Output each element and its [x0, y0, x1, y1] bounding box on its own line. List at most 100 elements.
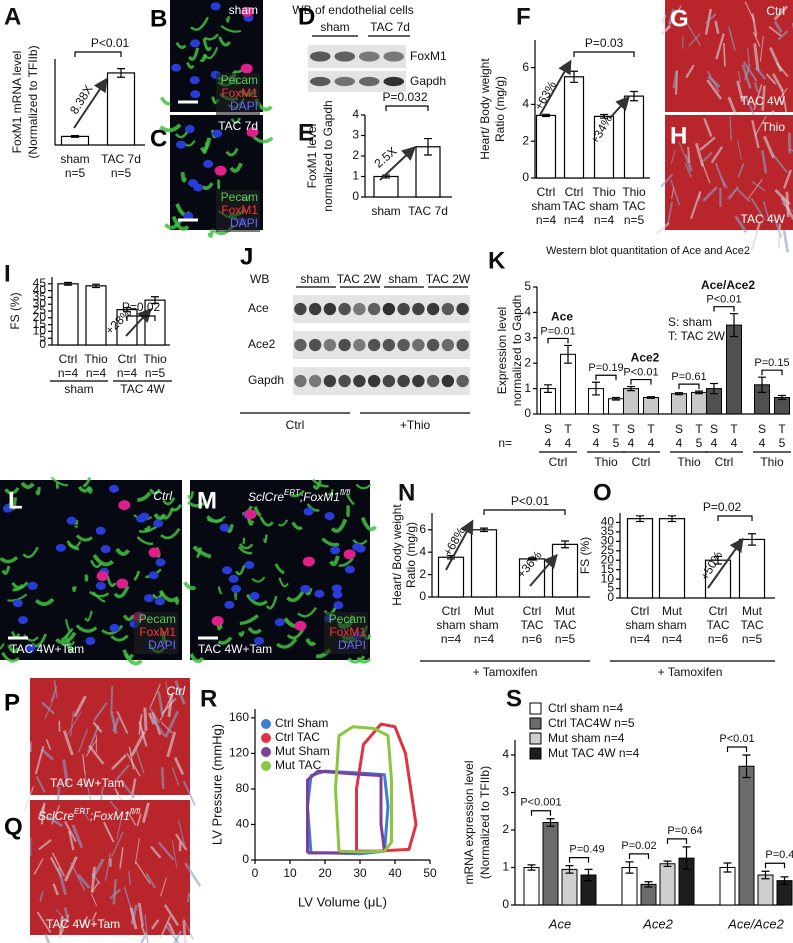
- fiber: [52, 883, 59, 896]
- fiber: [37, 805, 45, 819]
- vessel: [23, 634, 39, 642]
- fiber: [36, 911, 52, 933]
- fiber: [70, 711, 74, 737]
- fiber: [149, 708, 161, 724]
- x-tick-label: 40: [388, 866, 402, 880]
- annotation: P=0.02: [122, 300, 161, 314]
- nucleus: [66, 516, 77, 525]
- lane-label: TAC 7d: [370, 20, 410, 34]
- x-tick-label: n=5: [111, 166, 132, 180]
- x-tick-label: T: [564, 422, 572, 436]
- vessel: [187, 491, 195, 500]
- annotation: P<0.01: [719, 733, 754, 745]
- fiber: [686, 23, 702, 47]
- x-tick-label: TAC: [520, 618, 543, 632]
- band: [397, 338, 410, 352]
- nucleus: [153, 519, 164, 528]
- fiber: [41, 701, 55, 715]
- vessel: [188, 47, 200, 61]
- error-bar: [636, 515, 644, 523]
- channel-label: DAPI: [338, 638, 366, 652]
- fiber: [734, 215, 748, 234]
- foxm1-nucleus: [148, 547, 161, 558]
- error-bar: [748, 533, 756, 546]
- band: [358, 51, 380, 62]
- panel-letter: I: [4, 260, 11, 287]
- fiber: [88, 744, 105, 765]
- genotype-part: ERT: [74, 807, 91, 816]
- band: [441, 374, 455, 388]
- bar: [551, 543, 579, 598]
- foxm1-nucleus: [246, 127, 259, 138]
- fiber: [687, 146, 691, 164]
- nucleus: [314, 589, 325, 598]
- y-tick-label: 120: [229, 746, 249, 760]
- vessel: [207, 229, 215, 238]
- legend-note: S: sham: [668, 315, 712, 329]
- y-axis-label: Heart/ Body weight: [390, 504, 404, 606]
- nucleus: [249, 592, 260, 601]
- x-tick-label: Thio: [143, 352, 167, 366]
- vessel: [12, 581, 29, 592]
- vessel: [22, 546, 39, 559]
- fiber: [80, 805, 90, 821]
- y-tick-label: 3: [524, 330, 531, 344]
- foxm1-nucleus: [211, 616, 224, 627]
- fiber: [772, 73, 784, 92]
- bracket: [717, 515, 753, 521]
- fiber: [182, 780, 196, 806]
- fiber: [164, 710, 179, 738]
- fiber: [163, 904, 180, 927]
- fiber: [93, 702, 108, 722]
- y-axis-label: Heart/ Body weight: [478, 58, 492, 160]
- vessel: [230, 117, 241, 124]
- fiber: [750, 197, 766, 221]
- panel-letter: E: [298, 119, 314, 146]
- foxm1-nucleus: [118, 500, 131, 511]
- row-label: FoxM1: [410, 49, 447, 63]
- vessel: [229, 162, 243, 173]
- fiber: [64, 856, 78, 882]
- nucleus: [300, 584, 311, 593]
- y-axis-label: FoxM1 level: [305, 124, 319, 189]
- error-bar: [565, 865, 574, 874]
- channel-label: Pecam: [139, 612, 176, 626]
- fiber: [747, 179, 763, 199]
- nucleus: [189, 76, 200, 85]
- bar: [691, 391, 707, 415]
- nucleus: [190, 39, 201, 48]
- fiber: [136, 813, 142, 827]
- bracket: [530, 810, 552, 816]
- y-tick-label: 40: [33, 283, 47, 297]
- x-tick-label: TAC: [562, 199, 585, 213]
- x-tick-label: Ace2: [642, 916, 673, 931]
- vessel: [87, 487, 93, 494]
- x-tick-label: Thio: [84, 352, 108, 366]
- y-axis-label: FS (%): [578, 537, 592, 574]
- band: [382, 374, 396, 388]
- x-tick-label: n=4: [474, 632, 495, 646]
- fiber: [761, 150, 768, 174]
- y-tick-label: 0: [352, 189, 359, 203]
- y-tick-label: 1: [502, 860, 509, 874]
- vessel: [113, 585, 130, 599]
- band: [382, 338, 396, 352]
- fiber: [134, 838, 140, 865]
- annotation: P<0.01: [511, 494, 550, 508]
- band: [309, 51, 331, 62]
- vessel: [122, 614, 135, 622]
- vessel: [153, 513, 167, 521]
- bar: [726, 324, 742, 415]
- fiber: [715, 33, 725, 60]
- legend-note: T: TAC 2W: [668, 329, 726, 343]
- nucleus: [183, 212, 194, 221]
- band: [294, 302, 307, 316]
- x-tick-label: Mut: [474, 604, 495, 618]
- nucleus: [155, 558, 166, 567]
- band: [456, 338, 469, 352]
- fiber: [159, 877, 167, 897]
- vessel: [192, 545, 212, 559]
- error-bar: [778, 394, 786, 401]
- fiber: [705, 13, 717, 24]
- x-tick-label: TAC 7d: [101, 152, 141, 166]
